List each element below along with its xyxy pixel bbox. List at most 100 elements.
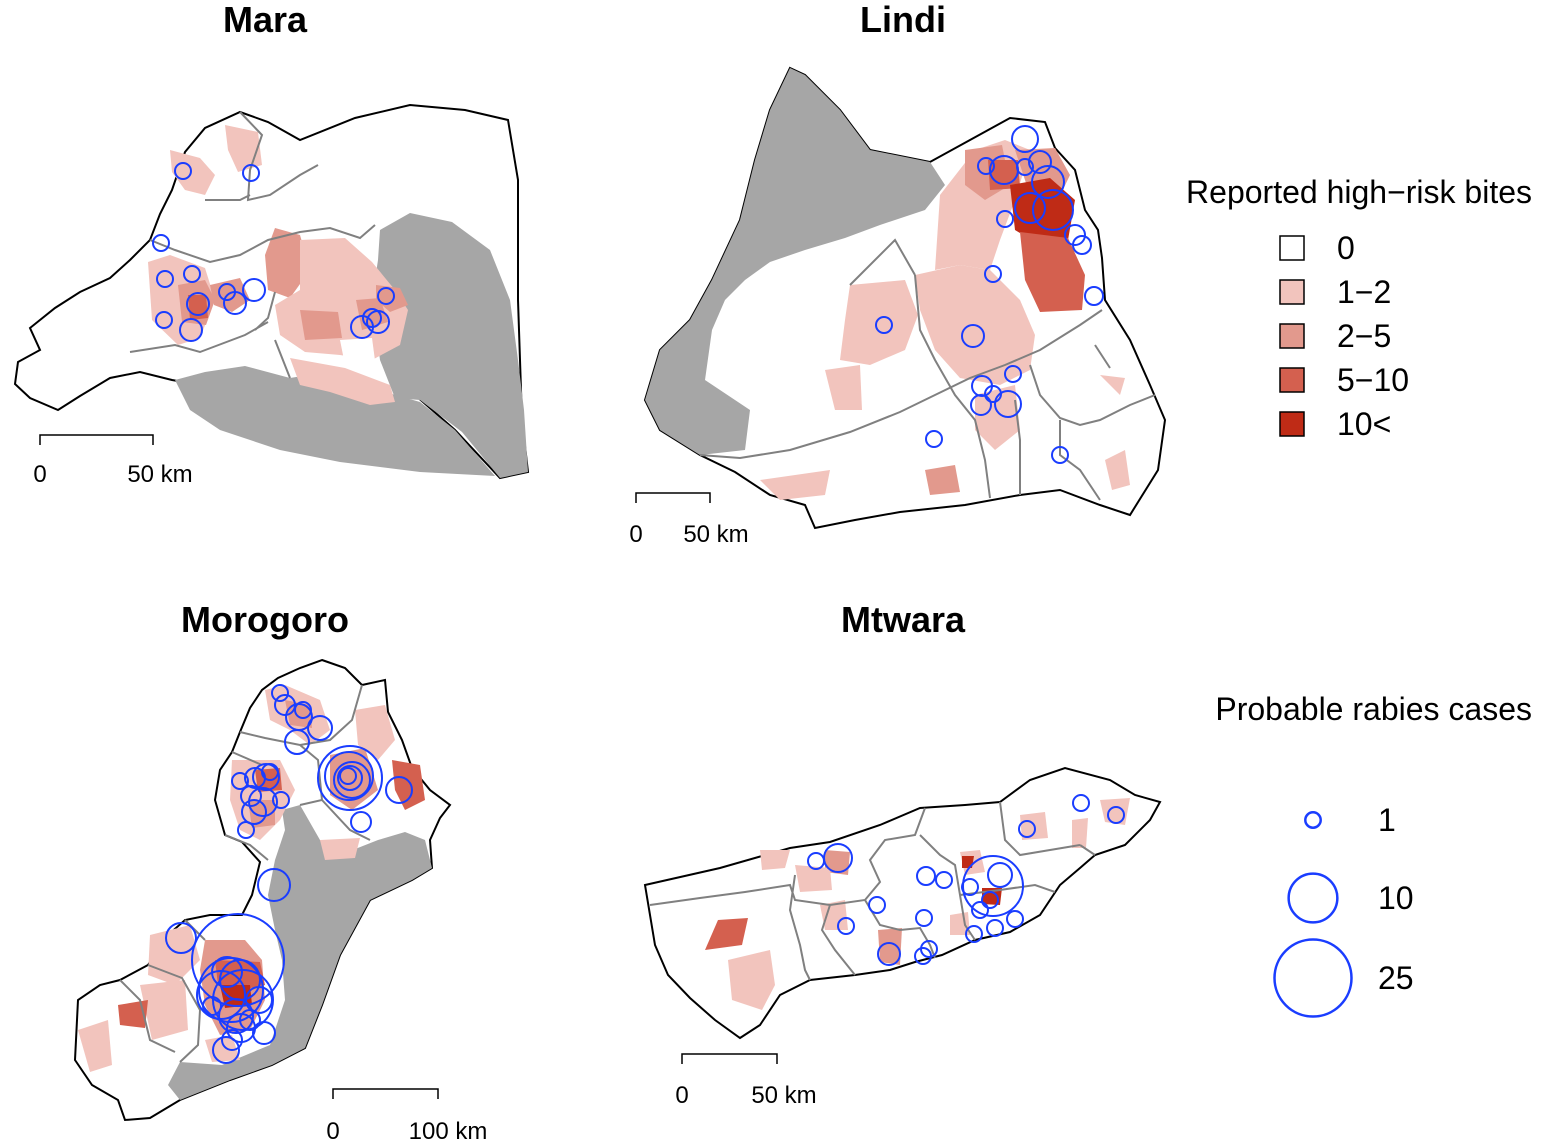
case-circle (183, 265, 201, 283)
scale-label-end: 50 km (683, 521, 748, 548)
case-circle (252, 1021, 276, 1045)
bite-area-1-2 (355, 705, 395, 760)
case-circle (1018, 820, 1036, 838)
district-boundaries-lindi (699, 238, 1156, 501)
case-circle (916, 866, 936, 886)
panel-title-lindi: Lindi (860, 0, 946, 40)
bite-area-5-10 (705, 918, 748, 950)
case-circle (350, 811, 372, 833)
bite-area-1-2 (1072, 818, 1088, 848)
region-map-mara (13, 103, 530, 480)
case-circle (996, 210, 1014, 228)
case-circle (240, 785, 262, 807)
bite-area-1-2 (760, 470, 830, 500)
bite-area-1-2 (820, 900, 848, 930)
case-circle (970, 394, 992, 416)
legend-cases-circle (1273, 938, 1353, 1018)
bite-area-2-5 (376, 285, 408, 312)
case-circle (307, 715, 333, 741)
bite-area-1-2 (795, 865, 832, 892)
region-map-mtwara (643, 766, 1162, 1040)
bite-area-2-5 (248, 800, 275, 828)
case-circle (971, 901, 989, 919)
case-circle (962, 855, 1024, 917)
bite-area-1-2 (950, 912, 970, 935)
bite-area-1-2 (728, 950, 775, 1010)
scale-label-zero: 0 (675, 1082, 688, 1109)
case-circle (1084, 286, 1104, 306)
legend-cases-circle (1304, 811, 1322, 829)
case-circle (915, 909, 933, 927)
panel-mtwara: Mtwara 0 50 km (643, 599, 1162, 1109)
case-circle (837, 917, 855, 935)
case-circle (987, 862, 1013, 888)
panel-title-morogoro: Morogoro (181, 599, 349, 640)
bite-area-1-2 (825, 365, 862, 410)
bite-area-1-2 (760, 850, 790, 870)
case-circle (239, 1009, 261, 1031)
legend-bites: Reported high−risk bites 0 1−2 2−5 5−10 10< (1186, 174, 1532, 442)
scale-label-zero: 0 (33, 461, 46, 488)
case-circle (237, 821, 255, 839)
scale-bar-line (681, 1053, 778, 1064)
bite-area-1-2 (140, 980, 188, 1040)
case-circle (377, 287, 395, 305)
region-outline-mtwara (643, 766, 1162, 1040)
legend-bites-label: 5−10 (1337, 362, 1409, 398)
case-circle (877, 942, 901, 966)
case-circle (986, 919, 1004, 937)
case-circle (221, 1029, 243, 1051)
district-boundaries-mtwara (649, 801, 1096, 981)
case-circle (875, 316, 893, 334)
case-circle (257, 868, 291, 902)
bite-area-5-10 (1020, 232, 1085, 312)
case-circle (241, 799, 267, 825)
case-circle (1004, 365, 1022, 383)
case-circle (1051, 446, 1069, 464)
bite-area-1-2 (840, 280, 918, 365)
scale-bar-mara: 0 50 km (33, 434, 193, 488)
no-data-area-morogoro (168, 805, 432, 1100)
bite-area-2-5 (300, 310, 342, 340)
case-circle (218, 998, 254, 1034)
bite-area-2-5 (925, 465, 960, 495)
scale-bar-mtwara: 0 50 km (675, 1053, 817, 1109)
case-circles-lindi (875, 125, 1104, 464)
legend-cases: Probable rabies cases 1 10 25 (1215, 691, 1532, 1018)
legend-bites-swatch (1279, 323, 1305, 349)
bite-area-1-2 (170, 150, 215, 195)
case-circle (294, 701, 312, 719)
legend-cases-label: 1 (1378, 802, 1396, 838)
scale-label-zero: 0 (326, 1118, 339, 1145)
case-circle (977, 157, 995, 175)
panel-mara: Mara 0 50 km (13, 0, 530, 488)
case-circle (1064, 224, 1086, 246)
case-circle (981, 891, 999, 909)
case-circles-mara (152, 162, 395, 342)
bite-area-5-10 (118, 1000, 148, 1028)
bite-area-2-5 (878, 928, 902, 965)
case-circle (1072, 794, 1090, 812)
region-map-morogoro (73, 658, 452, 1122)
bite-area-1-2 (320, 838, 360, 860)
bite-area-5-10 (188, 295, 208, 320)
case-circles-mtwara (807, 794, 1125, 966)
case-circle (156, 270, 174, 288)
district-boundaries-mara (129, 111, 376, 379)
case-circle (339, 767, 357, 785)
legend-bites-swatch (1279, 367, 1305, 393)
case-circle (868, 896, 886, 914)
case-circle (165, 922, 197, 954)
case-circle (925, 430, 943, 448)
case-circle (1011, 125, 1039, 153)
legend-cases-title: Probable rabies cases (1215, 691, 1532, 727)
scale-label-end: 50 km (751, 1082, 816, 1109)
panel-title-mara: Mara (223, 0, 308, 40)
legend-bites-swatch (1279, 279, 1305, 305)
legend-cases-label: 25 (1378, 960, 1414, 996)
bite-area-1-2 (290, 358, 395, 405)
panel-morogoro: Morogoro 0 100 km (73, 599, 487, 1145)
case-circle (179, 318, 203, 342)
case-circle (935, 871, 953, 889)
